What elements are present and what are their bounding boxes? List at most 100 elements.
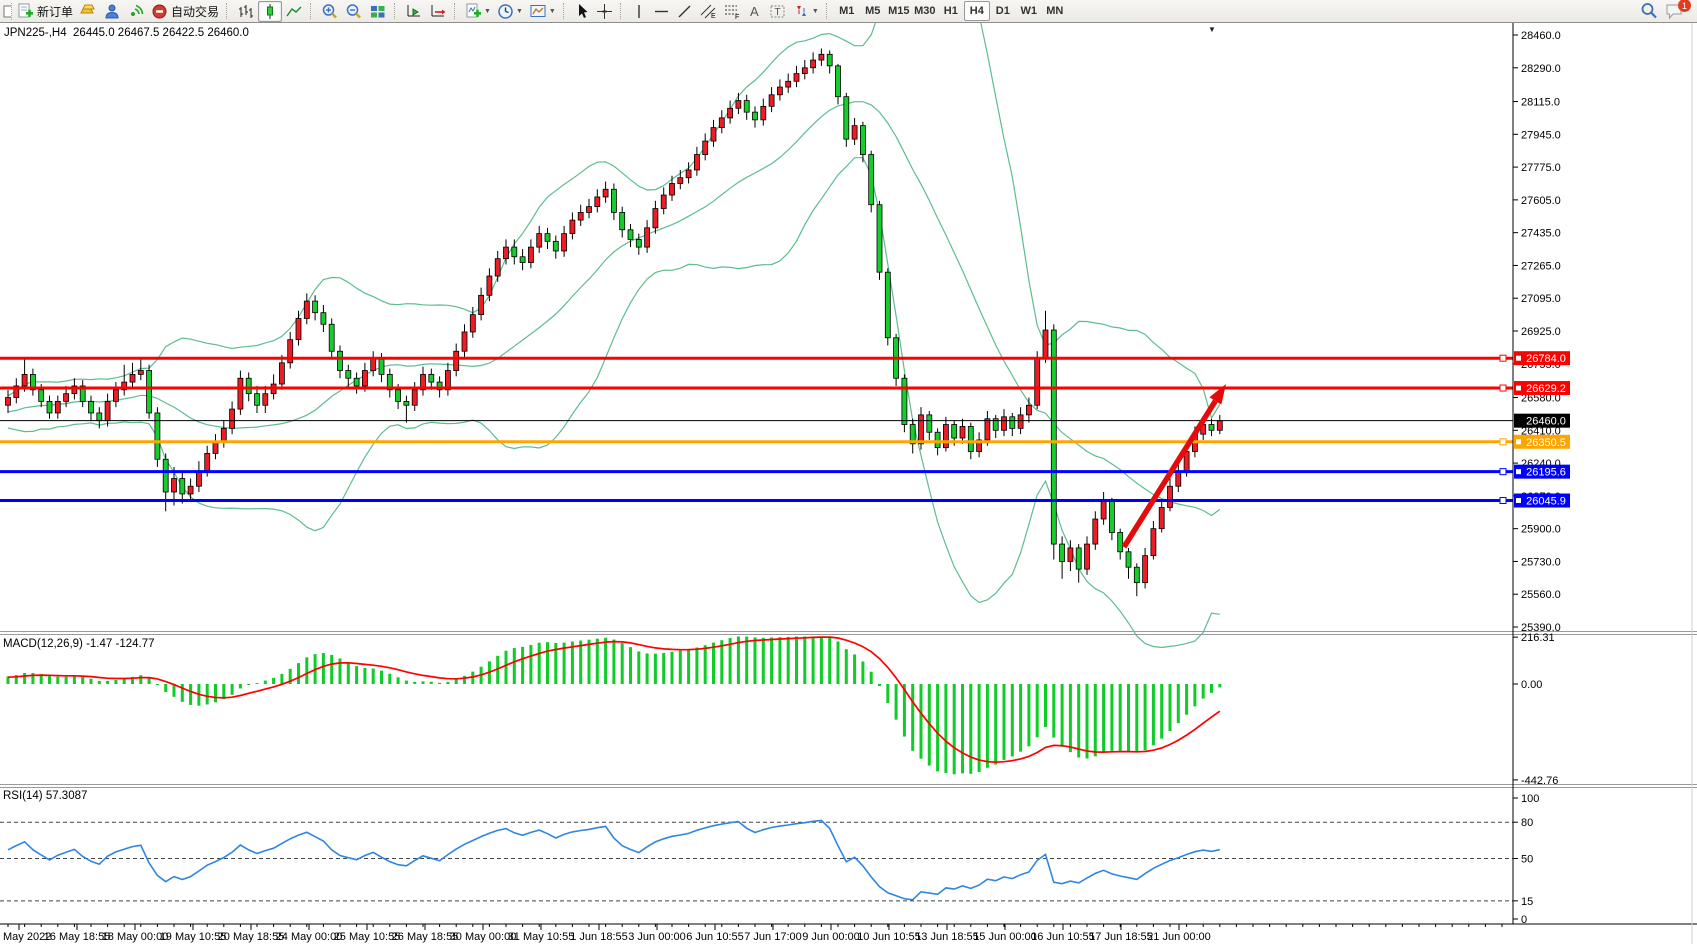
time-label[interactable]: May 2022 (3, 931, 51, 943)
timeframe-M15[interactable]: M15 (888, 5, 910, 17)
timeframe-W1[interactable]: W1 (1020, 5, 1038, 17)
time-label[interactable]: 26 May 18:55 (392, 931, 459, 943)
bar-chart-button[interactable] (234, 1, 258, 22)
time-label[interactable]: 31 May 10:55 (508, 931, 575, 943)
timeframe-M5[interactable]: M5 (865, 5, 881, 17)
auto-scroll-icon (407, 4, 421, 16)
timeframe-M1[interactable]: M1 (839, 5, 855, 17)
timeframe-D1[interactable]: D1 (995, 5, 1010, 17)
time-label[interactable]: 17 Jun 18:55 (1089, 931, 1153, 943)
macd-histogram-bar (471, 671, 475, 684)
chart-shift-button[interactable] (426, 1, 450, 22)
time-label[interactable]: 19 May 10:55 (160, 931, 227, 943)
macd-histogram-bar (662, 652, 666, 684)
price-label-box[interactable] (1514, 434, 1570, 449)
community-button[interactable] (100, 1, 124, 22)
bull-candle (669, 183, 675, 196)
toolbar-grip (825, 3, 831, 19)
macd-histogram-bar (23, 673, 27, 684)
candlestick-chart-button[interactable] (258, 0, 283, 22)
bull-candle (71, 385, 78, 395)
chart-shift-icon (431, 4, 446, 16)
fibonacci-button[interactable]: F (720, 1, 744, 22)
time-label[interactable]: 30 May 00:00 (450, 931, 517, 943)
time-label[interactable]: 21 Jun 00:00 (1147, 931, 1211, 943)
time-label[interactable]: 10 Jun 10:55 (857, 931, 921, 943)
search-icon[interactable] (1639, 1, 1659, 21)
hline-handle[interactable] (1499, 468, 1507, 476)
bollinger-lower-band (7, 157, 1220, 649)
timeframe-M30[interactable]: M30 (914, 5, 936, 17)
horizontal-line-button[interactable] (650, 1, 673, 22)
time-label[interactable]: 15 Jun 00:00 (973, 931, 1037, 943)
trendline-icon (678, 5, 691, 17)
macd-histogram-bar (297, 663, 300, 684)
time-label[interactable]: 7 Jun 17:00 (744, 931, 802, 943)
time-label[interactable]: 1 Jun 18:55 (570, 931, 628, 943)
indicators-button[interactable]: ▼ (462, 1, 494, 22)
periods-button[interactable]: ▼ (494, 1, 526, 22)
macd-histogram-bar (645, 653, 649, 684)
gold-button[interactable] (76, 1, 100, 22)
trendline-button[interactable] (673, 1, 696, 22)
price-tick-label: 28460.0 (1521, 30, 1561, 42)
panel-separator[interactable] (0, 784, 1697, 785)
templates-button[interactable]: ▼ (526, 1, 559, 22)
time-label[interactable]: 13 Jun 18:55 (915, 931, 979, 943)
macd-histogram-bar (106, 680, 110, 684)
timeframe-MN[interactable]: MN (1046, 5, 1064, 17)
time-label[interactable]: 3 Jun 00:00 (628, 931, 686, 943)
zoom-out-button[interactable] (342, 1, 366, 22)
panel-separator[interactable] (0, 631, 1697, 632)
time-label[interactable]: 25 May 10:55 (334, 931, 401, 943)
bull-candle (21, 373, 28, 387)
price-tick-label: 27265.0 (1521, 260, 1561, 272)
vertical-line-button[interactable] (628, 1, 650, 22)
panel-separator[interactable] (0, 634, 1697, 635)
time-label[interactable]: 16 Jun 10:55 (1031, 931, 1095, 943)
price-label-box[interactable] (1514, 351, 1570, 366)
trend-arrow-head[interactable] (1209, 384, 1226, 405)
time-label[interactable]: 6 Jun 10:55 (686, 931, 744, 943)
price-label-box[interactable] (1514, 493, 1570, 508)
hline-handle[interactable] (1499, 354, 1507, 362)
crosshair-button[interactable] (593, 1, 616, 22)
hline-handle[interactable] (1499, 438, 1507, 446)
cursor-button[interactable] (571, 1, 593, 22)
text-label-button[interactable]: T (766, 1, 790, 22)
bull-candle (652, 208, 659, 229)
timeframe-H1[interactable]: H1 (943, 5, 958, 17)
price-label-box[interactable] (1514, 413, 1570, 428)
tile-windows-button[interactable] (366, 1, 390, 22)
timeframe-H4[interactable]: H4 (963, 1, 990, 21)
trend-arrow-line[interactable] (1121, 399, 1218, 549)
arrows-button[interactable]: ▼ (790, 1, 822, 22)
fibonacci-icon: F (724, 5, 739, 20)
hline-handle[interactable] (1499, 384, 1507, 392)
time-label[interactable]: 20 May 18:55 (218, 931, 285, 943)
price-label-box[interactable] (1514, 381, 1570, 396)
time-label[interactable]: 16 May 18:55 (44, 931, 111, 943)
auto-scroll-button[interactable] (402, 1, 426, 22)
time-label[interactable]: 9 Jun 00:00 (802, 931, 860, 943)
chart-collapse-icon[interactable]: ▼ (1208, 25, 1216, 34)
price-label-handle (1516, 385, 1521, 391)
zoom-in-button[interactable] (318, 1, 342, 22)
time-label[interactable]: 24 May 00:00 (276, 931, 343, 943)
panel-separator[interactable] (0, 787, 1697, 788)
autotrading-button[interactable]: 自动交易 (148, 1, 222, 22)
signals-button[interactable] (124, 1, 148, 22)
bull-candle (660, 194, 667, 209)
price-label-box[interactable] (1514, 464, 1570, 479)
chat-button[interactable]: 1 (1665, 0, 1691, 21)
equidistant-channel-button[interactable]: E (696, 1, 720, 22)
new-order-button[interactable]: 新订单 (14, 1, 76, 22)
hline-handle[interactable] (1499, 497, 1507, 505)
bear-candle (312, 300, 319, 314)
macd-label: MACD(12,26,9) -1.47 -124.77 (3, 638, 155, 650)
macd-histogram-bar (853, 654, 857, 684)
time-label[interactable]: 18 May 00:00 (102, 931, 169, 943)
line-chart-button[interactable] (282, 1, 306, 22)
text-button[interactable]: A (744, 1, 766, 22)
